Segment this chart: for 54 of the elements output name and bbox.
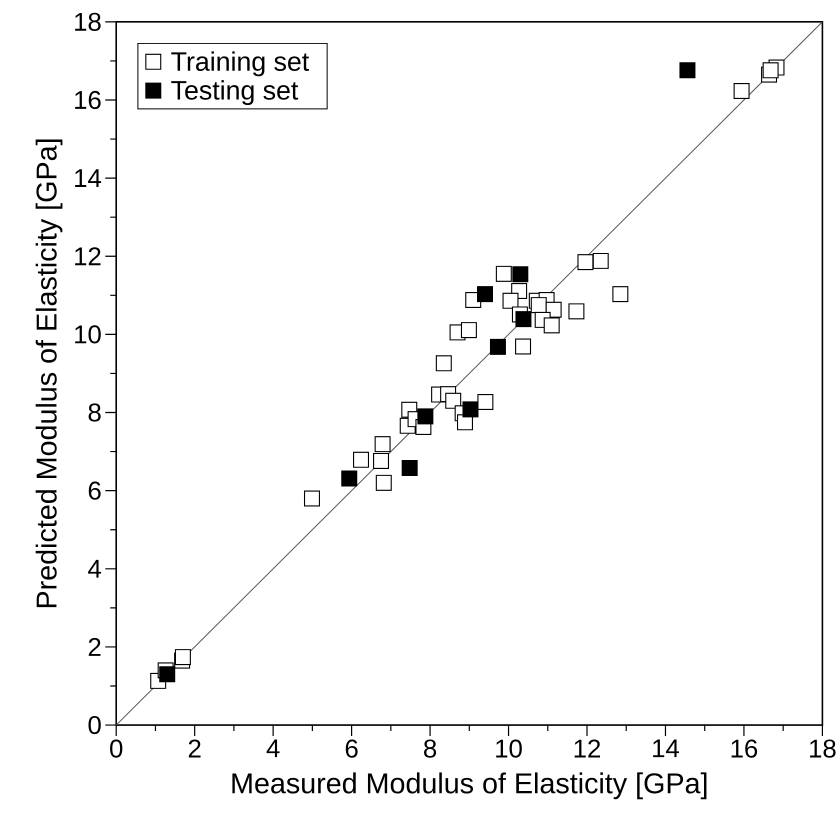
point [568,303,584,320]
x-tick-label: 12 [574,739,600,758]
y-tick-label: 12 [75,247,100,266]
point [462,401,478,418]
y-tick-label: 0 [88,716,101,734]
point [490,338,506,355]
point [436,355,452,372]
point [341,470,358,486]
point [515,310,532,327]
point [304,490,320,506]
y-tick-label: 8 [88,403,101,422]
y-tick-label: 10 [75,325,101,344]
point [376,474,392,491]
point [679,62,696,78]
point [417,408,434,424]
x-tick-label: 8 [424,739,436,758]
legend-label: Testing set [171,80,298,105]
x-tick-label: 0 [110,739,122,758]
point [402,460,418,476]
y-axis-title: Predicted Modulus of Elasticity [GPa] [36,139,62,607]
point [445,392,462,409]
point [353,452,370,468]
point [512,266,528,282]
y-tick-label: 2 [88,638,100,656]
point [374,436,391,452]
point [577,254,594,270]
point [612,286,628,302]
point [477,394,494,410]
y-tick-label: 18 [75,12,101,31]
y-tick-label: 6 [88,481,101,500]
point [544,317,560,334]
point [502,292,519,309]
legend-label: Training set [171,51,310,76]
point [477,286,493,302]
x-tick-label: 10 [496,739,522,758]
point [515,338,532,354]
point [592,252,609,269]
x-tick-label: 6 [346,739,358,758]
y-tick-label: 4 [88,560,102,578]
y-tick-label: 16 [75,90,101,109]
point [762,62,779,78]
point [174,648,191,665]
point [496,266,512,282]
point [373,452,390,469]
x-tick-label: 2 [188,739,201,758]
point [159,666,176,682]
x-axis-title: Measured Modulus of Elasticity [GPa] [232,772,706,800]
point [734,82,750,99]
x-tick-label: 14 [653,739,680,758]
x-tick-label: 18 [810,739,836,758]
x-tick-label: 4 [266,739,280,758]
y-tick-label: 14 [75,169,102,187]
point [460,322,477,338]
x-tick-label: 16 [732,739,758,758]
